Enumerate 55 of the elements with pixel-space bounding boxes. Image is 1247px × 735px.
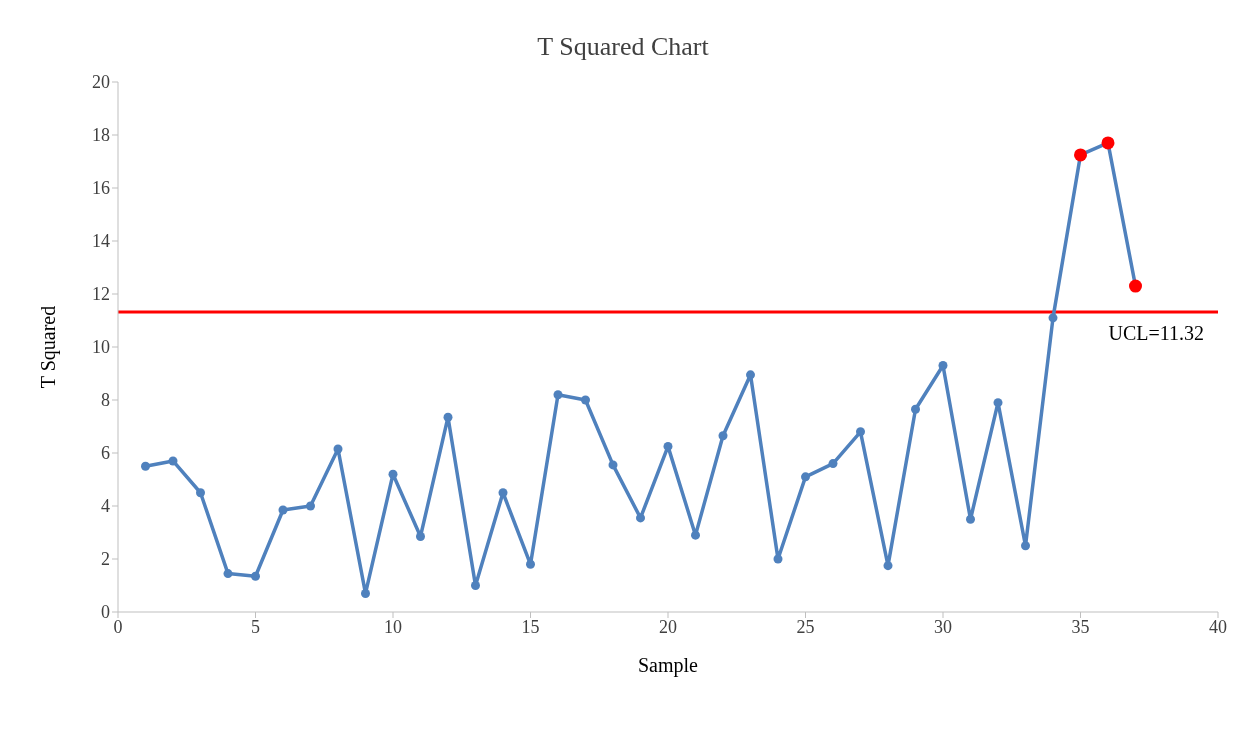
x-tick-label: 5: [251, 616, 260, 637]
point: [443, 412, 453, 422]
point: [911, 404, 920, 414]
point: [856, 427, 865, 437]
point: [278, 505, 288, 515]
y-tick-label: 12: [92, 284, 110, 305]
point: [168, 456, 178, 466]
point: [361, 588, 370, 598]
point: [663, 441, 673, 451]
y-tick-label: 0: [101, 602, 110, 623]
point: [636, 513, 645, 523]
point: [608, 460, 618, 470]
point: [471, 581, 480, 590]
point: [773, 554, 783, 564]
x-tick-label: 40: [1209, 616, 1227, 637]
point: [553, 390, 563, 400]
point: [1021, 541, 1030, 551]
chart-title: T Squared Chart: [536, 31, 710, 63]
point: [223, 569, 233, 579]
x-tick-label: 15: [521, 616, 540, 637]
y-tick-label: 18: [92, 125, 110, 146]
point: [333, 444, 343, 454]
x-tick-label: 25: [796, 616, 815, 637]
point: [828, 459, 838, 469]
x-tick-label: 10: [384, 616, 402, 637]
point: [938, 361, 948, 371]
point: [306, 501, 315, 511]
y-tick-label: 2: [101, 549, 110, 570]
point: [526, 559, 535, 569]
x-axis-title: Sample: [638, 654, 699, 677]
point: [993, 398, 1003, 408]
point: [966, 514, 975, 524]
point: [251, 571, 260, 581]
x-tick-label: 35: [1071, 616, 1090, 637]
point: [883, 561, 893, 571]
y-tick-label: 6: [101, 443, 110, 464]
y-tick-label: 20: [92, 72, 110, 93]
point: [691, 530, 700, 540]
y-axis-title: T Squared: [37, 305, 61, 389]
point: [141, 461, 150, 471]
y-tick-label: 14: [92, 231, 110, 252]
point: [746, 370, 755, 380]
point: [718, 431, 728, 441]
point: [196, 488, 205, 498]
point: [581, 395, 590, 405]
y-tick-label: 4: [101, 496, 110, 517]
point: [1048, 313, 1058, 323]
y-tick-label: 10: [92, 337, 110, 358]
x-tick-label: 20: [659, 616, 677, 637]
y-tick-label: 8: [101, 390, 110, 411]
y-tick-label: 16: [92, 178, 110, 199]
x-tick-label: 30: [934, 616, 952, 637]
ref-line-label: UCL=11.32: [1108, 322, 1204, 345]
point: [801, 472, 810, 482]
point: [388, 469, 398, 479]
